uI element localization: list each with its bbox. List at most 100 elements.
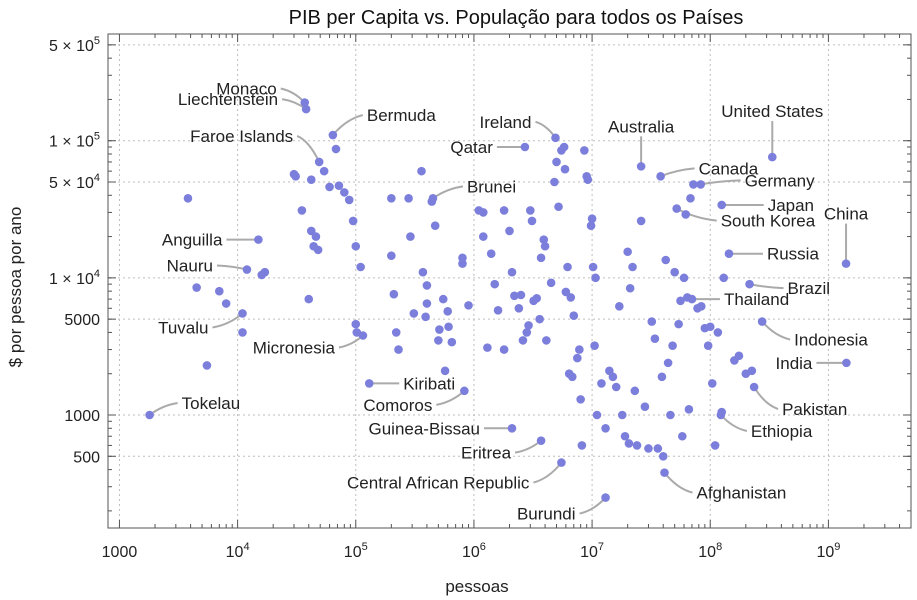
data-point (658, 451, 668, 461)
y-tick-label: 5 × 105 (49, 35, 100, 55)
data-point (624, 439, 634, 448)
labeled-data-point (536, 436, 546, 445)
data-point (507, 267, 517, 277)
labeled-data-point (242, 265, 252, 274)
leader-line (533, 461, 563, 484)
data-point (542, 336, 551, 345)
labeled-data-point (328, 130, 338, 140)
data-point (440, 366, 450, 376)
data-point (351, 241, 361, 251)
data-point (647, 317, 657, 326)
data-point (417, 166, 426, 176)
data-point (689, 180, 698, 189)
data-point (625, 283, 635, 293)
labeled-data-point (507, 423, 517, 433)
data-point (686, 194, 695, 203)
labeled-data-point (601, 493, 610, 502)
point-label: Ethiopia (751, 422, 813, 441)
data-point (540, 241, 550, 251)
point-label: Liechtenstein (178, 90, 278, 109)
leader-line (660, 167, 695, 178)
data-point (668, 341, 677, 351)
data-point (630, 386, 640, 396)
data-point (422, 299, 432, 308)
labeled-data-point (300, 98, 310, 107)
data-point (524, 321, 533, 330)
labeled-data-point (254, 235, 263, 244)
axis-ticks (108, 33, 912, 528)
data-point (483, 343, 492, 352)
data-point (550, 177, 559, 187)
data-point (569, 311, 579, 320)
data-point (486, 249, 496, 259)
data-point (391, 328, 401, 337)
data-point (348, 216, 358, 226)
data-point (493, 306, 503, 315)
data-point (640, 402, 650, 411)
data-point (566, 293, 576, 302)
point-label: China (824, 205, 869, 224)
data-point (183, 194, 193, 203)
labeled-data-point (301, 104, 311, 114)
data-point (707, 379, 717, 388)
data-point (719, 273, 729, 283)
point-label: Thailand (724, 290, 789, 309)
data-point (510, 291, 519, 301)
data-point (597, 379, 606, 388)
x-tick-label: 104 (226, 541, 250, 561)
data-point (438, 294, 448, 304)
point-label: Japan (768, 196, 814, 215)
data-point (713, 328, 723, 337)
labeled-data-point (551, 133, 560, 143)
data-points (145, 98, 851, 502)
labeled-data-point (841, 259, 851, 268)
point-label: India (776, 354, 813, 373)
data-point (710, 441, 720, 450)
leader-line (432, 185, 464, 200)
y-tick-label: 5000 (64, 312, 100, 329)
data-point (418, 267, 428, 277)
data-point (657, 372, 667, 382)
data-point (215, 286, 224, 296)
data-point (615, 302, 624, 311)
chart-title: PIB per Capita vs. População para todos … (289, 7, 744, 29)
data-point (590, 341, 599, 351)
labeled-data-point (696, 180, 705, 189)
data-point (676, 296, 685, 306)
data-point (389, 289, 399, 299)
data-point (499, 206, 509, 215)
y-tick-label: 500 (73, 449, 100, 466)
data-point (697, 302, 706, 311)
data-point (356, 262, 365, 272)
data-point (394, 345, 403, 354)
labeled-data-point (717, 200, 727, 210)
labeled-data-point (716, 410, 726, 420)
data-point (580, 146, 589, 155)
point-label: Anguilla (162, 231, 223, 250)
labeled-data-point (460, 386, 469, 396)
y-axis-label: $ por pessoa por ano (6, 207, 25, 368)
data-point (514, 303, 524, 313)
leader-line (216, 264, 248, 271)
data-point (666, 410, 675, 420)
data-point (443, 307, 453, 316)
labeled-data-point (428, 194, 438, 203)
gridlines (108, 34, 911, 528)
data-point (747, 366, 757, 376)
data-point (677, 431, 687, 441)
labeled-data-point (656, 172, 665, 181)
point-label: Russia (767, 245, 820, 264)
data-point (478, 208, 488, 217)
data-point (478, 232, 488, 241)
data-point (325, 182, 334, 192)
data-point (311, 232, 321, 241)
data-point (526, 206, 535, 215)
data-point (434, 336, 443, 345)
data-point (202, 361, 212, 370)
labeled-data-point (745, 279, 754, 289)
data-point (703, 341, 713, 351)
data-point (289, 169, 299, 179)
point-label: Tokelau (182, 394, 241, 413)
